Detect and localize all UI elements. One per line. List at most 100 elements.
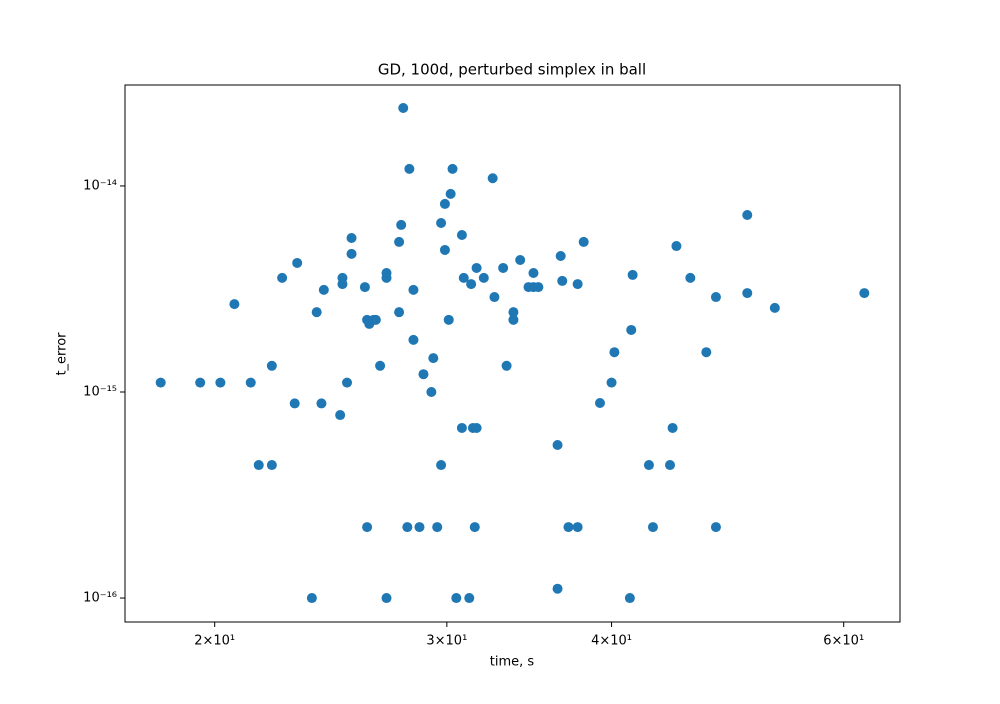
point: [626, 324, 637, 335]
point: [335, 410, 346, 421]
point: [456, 230, 467, 241]
point: [381, 593, 392, 604]
point: [432, 522, 443, 533]
point: [742, 209, 753, 220]
point: [458, 272, 469, 283]
point: [436, 460, 447, 471]
point: [487, 173, 498, 184]
point: [609, 347, 620, 358]
point: [456, 422, 467, 433]
y-axis-label: t_error: [55, 332, 70, 376]
point: [555, 251, 566, 262]
point: [451, 593, 462, 604]
point: [266, 460, 277, 471]
point: [572, 279, 583, 290]
point: [229, 299, 240, 310]
point: [408, 334, 419, 345]
point: [318, 284, 329, 295]
point: [466, 279, 477, 290]
point: [398, 102, 409, 113]
y-tick-label: 10⁻¹⁴: [83, 178, 117, 193]
point: [402, 522, 413, 533]
point: [277, 272, 288, 283]
point: [594, 398, 605, 409]
point: [195, 377, 206, 388]
point: [362, 522, 373, 533]
point: [563, 522, 574, 533]
point: [742, 288, 753, 299]
x-tick-label: 3×10¹: [426, 634, 467, 649]
point: [557, 275, 568, 286]
point: [508, 314, 519, 325]
point: [701, 347, 712, 358]
point: [418, 369, 429, 380]
point: [292, 257, 303, 268]
point: [552, 583, 563, 594]
point: [375, 360, 386, 371]
point: [469, 522, 480, 533]
point: [498, 262, 509, 273]
point: [311, 307, 322, 318]
chart-title: GD, 100d, perturbed simplex in ball: [378, 61, 646, 79]
plot-frame: [124, 84, 901, 623]
point: [471, 262, 482, 273]
point: [624, 593, 635, 604]
point: [396, 219, 407, 230]
point: [408, 284, 419, 295]
plot: [155, 102, 870, 604]
point: [578, 236, 589, 247]
x-tick-label: 2×10¹: [194, 634, 235, 649]
point: [394, 236, 405, 247]
point: [685, 272, 696, 283]
point: [643, 460, 654, 471]
point: [306, 593, 317, 604]
point: [508, 307, 519, 318]
point: [381, 272, 392, 283]
point: [428, 353, 439, 364]
point: [552, 439, 563, 450]
point: [245, 377, 256, 388]
point: [370, 314, 381, 325]
point: [533, 282, 544, 293]
point: [671, 241, 682, 252]
point: [489, 292, 500, 303]
point: [627, 269, 638, 280]
point: [478, 272, 489, 283]
y-tick-label: 10⁻¹⁶: [83, 591, 117, 606]
point: [404, 163, 415, 174]
point: [443, 314, 454, 325]
point: [447, 163, 458, 174]
x-tick-label: 6×10¹: [823, 634, 864, 649]
point: [346, 248, 357, 259]
point: [337, 279, 348, 290]
point: [436, 217, 447, 228]
x-tick-label: 4×10¹: [591, 634, 632, 649]
point: [414, 522, 425, 533]
point: [342, 377, 353, 388]
point: [426, 386, 437, 397]
point: [647, 522, 658, 533]
point: [501, 360, 512, 371]
point: [606, 377, 617, 388]
point: [528, 268, 539, 279]
point: [464, 593, 475, 604]
point: [667, 422, 678, 433]
point: [253, 460, 264, 471]
point: [439, 244, 450, 255]
point: [346, 232, 357, 243]
point: [471, 422, 482, 433]
y-tick-label: 10⁻¹⁵: [83, 384, 117, 399]
point: [710, 292, 721, 303]
x-axis-label: time, s: [490, 655, 535, 670]
point: [515, 255, 526, 266]
point: [665, 460, 676, 471]
point: [769, 302, 780, 313]
point: [439, 198, 450, 209]
point: [266, 360, 277, 371]
point: [710, 522, 721, 533]
point: [316, 398, 327, 409]
point: [215, 377, 226, 388]
point: [572, 522, 583, 533]
